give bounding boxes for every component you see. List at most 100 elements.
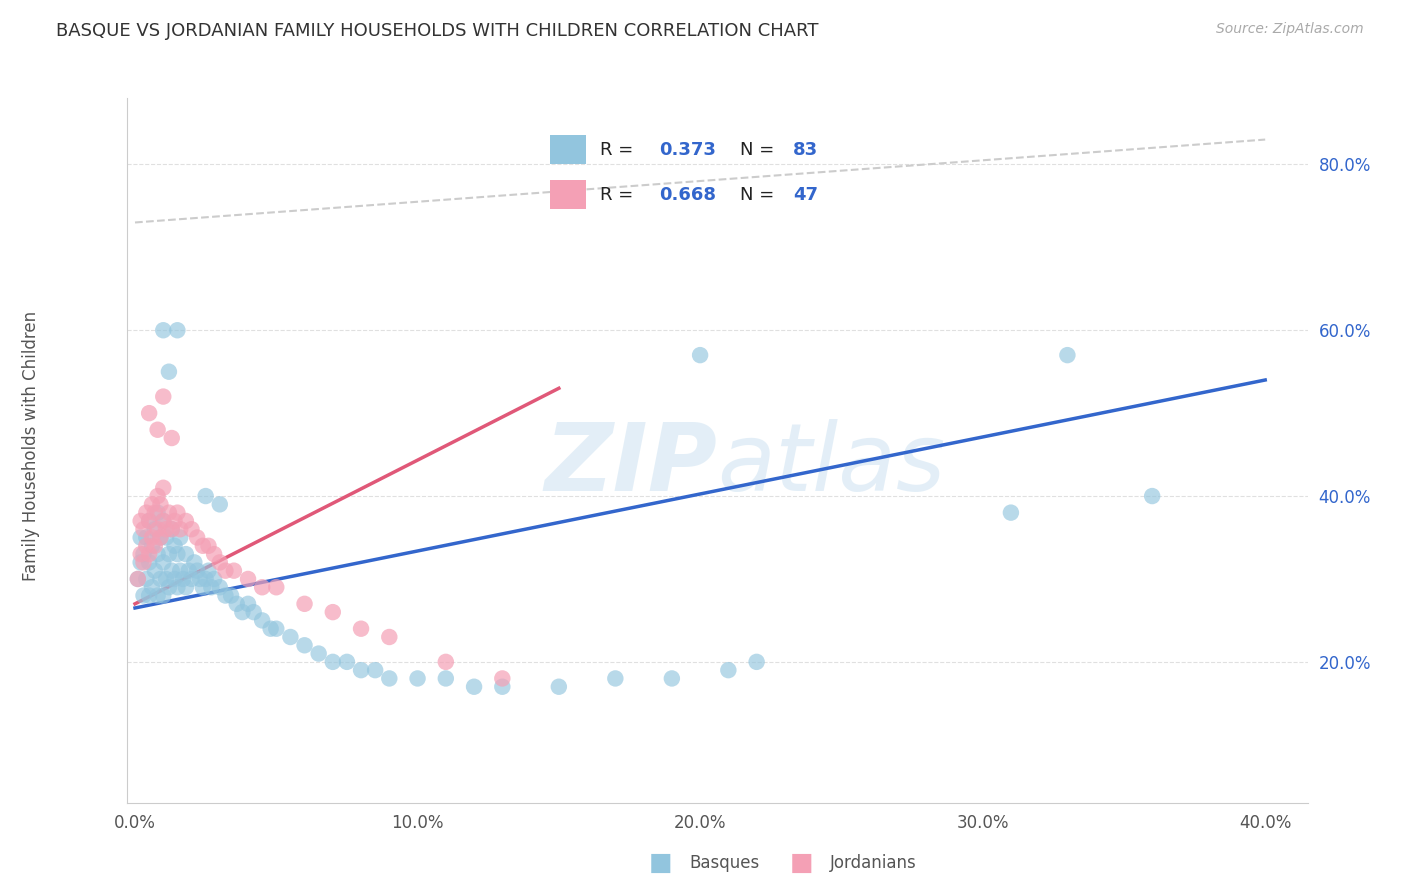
- Point: [463, 680, 485, 694]
- Point: [157, 547, 180, 561]
- Point: [174, 580, 197, 594]
- Point: [186, 564, 208, 578]
- Text: ■: ■: [650, 851, 672, 874]
- Point: [157, 365, 180, 379]
- Point: [174, 547, 197, 561]
- Point: [214, 564, 236, 578]
- Point: [250, 614, 273, 628]
- Point: [200, 580, 222, 594]
- Point: [434, 655, 457, 669]
- Point: [322, 655, 344, 669]
- Point: [152, 390, 174, 404]
- Point: [157, 580, 180, 594]
- Point: [143, 522, 166, 536]
- Point: [141, 580, 163, 594]
- Point: [169, 564, 191, 578]
- Point: [160, 522, 183, 536]
- Point: [745, 655, 768, 669]
- Point: [152, 514, 174, 528]
- Bar: [550, 180, 585, 209]
- Point: [149, 531, 172, 545]
- Point: [1000, 506, 1022, 520]
- Point: [605, 672, 627, 686]
- Point: [155, 572, 177, 586]
- Point: [138, 514, 160, 528]
- Point: [138, 547, 160, 561]
- Point: [157, 506, 180, 520]
- Point: [322, 605, 344, 619]
- Point: [166, 323, 188, 337]
- Point: [129, 531, 152, 545]
- Bar: [550, 136, 585, 163]
- Point: [242, 605, 264, 619]
- Point: [197, 539, 219, 553]
- Point: [250, 580, 273, 594]
- Point: [222, 564, 245, 578]
- Point: [180, 522, 202, 536]
- Point: [146, 489, 169, 503]
- Point: [208, 580, 231, 594]
- Point: [378, 630, 401, 644]
- Point: [236, 572, 259, 586]
- Point: [160, 522, 183, 536]
- Point: [138, 406, 160, 420]
- Text: 0.668: 0.668: [659, 186, 717, 203]
- Point: [138, 514, 160, 528]
- Point: [135, 506, 157, 520]
- Point: [143, 506, 166, 520]
- Point: [152, 514, 174, 528]
- Point: [364, 663, 387, 677]
- Point: [160, 564, 183, 578]
- Point: [202, 572, 225, 586]
- Point: [208, 555, 231, 569]
- Point: [149, 497, 172, 511]
- Point: [294, 597, 316, 611]
- Point: [214, 589, 236, 603]
- Point: [143, 564, 166, 578]
- Point: [280, 630, 302, 644]
- Point: [166, 506, 188, 520]
- Point: [160, 431, 183, 445]
- Text: Family Households with Children: Family Households with Children: [22, 311, 39, 581]
- Point: [146, 547, 169, 561]
- Text: R =: R =: [599, 186, 638, 203]
- Point: [146, 506, 169, 520]
- Point: [146, 423, 169, 437]
- Point: [132, 555, 155, 569]
- Point: [152, 589, 174, 603]
- Point: [169, 531, 191, 545]
- Text: N =: N =: [741, 141, 780, 159]
- Point: [350, 663, 373, 677]
- Point: [135, 572, 157, 586]
- Point: [225, 597, 247, 611]
- Text: Jordanians: Jordanians: [830, 854, 917, 871]
- Point: [141, 497, 163, 511]
- Point: [152, 323, 174, 337]
- Point: [129, 547, 152, 561]
- Point: [166, 547, 188, 561]
- Point: [169, 522, 191, 536]
- Point: [177, 564, 200, 578]
- Text: Source: ZipAtlas.com: Source: ZipAtlas.com: [1216, 22, 1364, 37]
- Text: 0.373: 0.373: [659, 141, 716, 159]
- Point: [149, 531, 172, 545]
- Point: [183, 555, 205, 569]
- Point: [188, 572, 211, 586]
- Text: N =: N =: [741, 186, 780, 203]
- Point: [146, 522, 169, 536]
- Point: [180, 572, 202, 586]
- Point: [163, 539, 186, 553]
- Text: ■: ■: [790, 851, 813, 874]
- Point: [191, 580, 214, 594]
- Point: [127, 572, 149, 586]
- Point: [266, 580, 288, 594]
- Text: atlas: atlas: [717, 419, 945, 510]
- Point: [186, 531, 208, 545]
- Point: [434, 672, 457, 686]
- Point: [141, 539, 163, 553]
- Point: [138, 589, 160, 603]
- Point: [231, 605, 253, 619]
- Point: [406, 672, 429, 686]
- Point: [378, 672, 401, 686]
- Point: [661, 672, 683, 686]
